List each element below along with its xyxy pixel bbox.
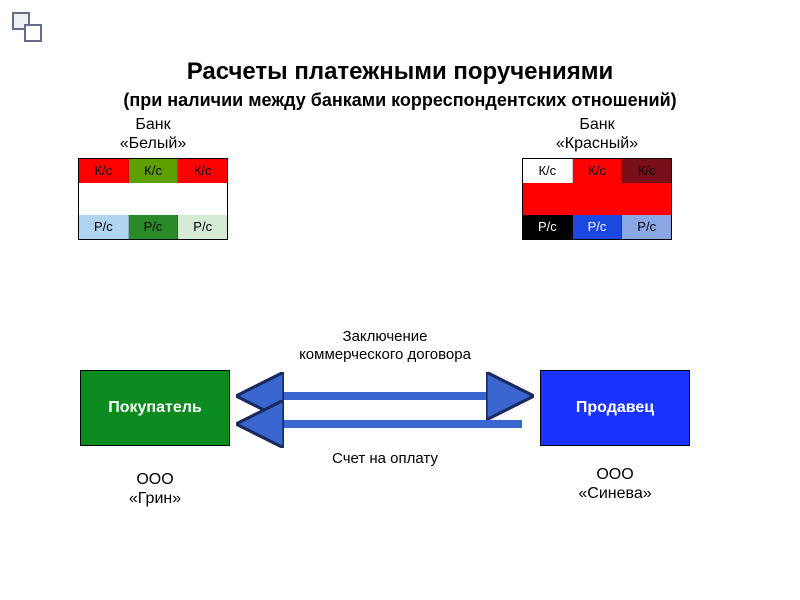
arrows — [230, 370, 540, 450]
account-cell: Р/с — [129, 215, 179, 239]
company-right: ООО «Синева» — [560, 465, 670, 503]
seller-box: Продавец — [540, 370, 690, 446]
account-cell: К/с — [573, 159, 623, 183]
bank-right-accounts: К/сК/сК/сР/сР/сР/с — [522, 158, 672, 240]
subtitle: (при наличии между банками корреспондент… — [0, 90, 800, 111]
account-cell: Р/с — [573, 215, 623, 239]
account-spacer — [79, 183, 227, 215]
bank-left-accounts: К/сК/сК/сР/сР/сР/с — [78, 158, 228, 240]
corner-decoration — [12, 12, 52, 52]
account-cell: К/с — [79, 159, 129, 183]
account-cell: Р/с — [622, 215, 671, 239]
account-cell: Р/с — [79, 215, 129, 239]
title: Расчеты платежными поручениями — [0, 58, 800, 86]
contract-label: Заключение коммерческого договора — [260, 328, 510, 364]
account-cell: Р/с — [523, 215, 573, 239]
company-left: ООО «Грин» — [105, 470, 205, 508]
account-cell: Р/с — [178, 215, 227, 239]
buyer-box: Покупатель — [80, 370, 230, 446]
bank-right-label: Банк «Красный» — [522, 115, 672, 153]
account-cell: К/с — [622, 159, 671, 183]
invoice-label: Счет на оплату — [290, 450, 480, 468]
bank-left-label: Банк «Белый» — [78, 115, 228, 153]
account-cell: К/с — [523, 159, 573, 183]
account-cell: К/с — [129, 159, 179, 183]
account-spacer — [523, 183, 671, 215]
account-cell: К/с — [178, 159, 227, 183]
